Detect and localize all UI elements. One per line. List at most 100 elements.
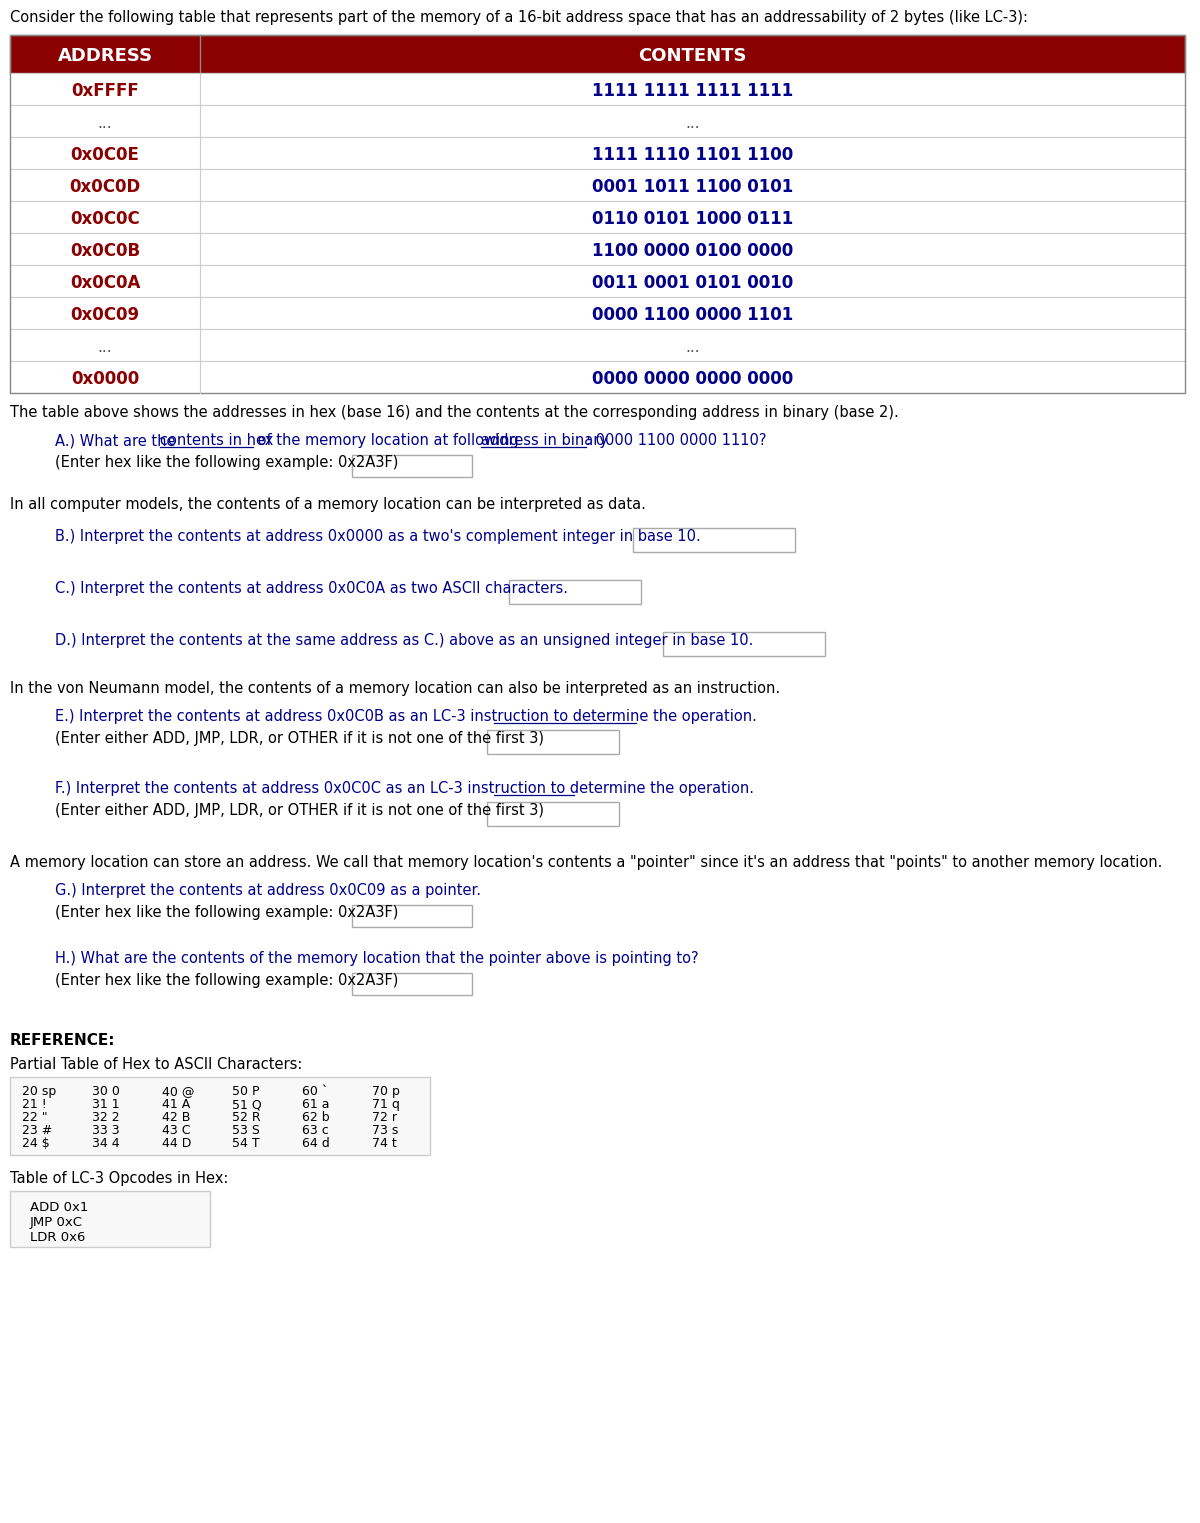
Text: 50 P: 50 P bbox=[232, 1084, 259, 1098]
Bar bbox=[509, 580, 641, 605]
Text: 52 R: 52 R bbox=[232, 1110, 260, 1124]
Text: 51 Q: 51 Q bbox=[232, 1098, 262, 1110]
Text: In all computer models, the contents of a memory location can be interpreted as : In all computer models, the contents of … bbox=[10, 496, 646, 512]
Text: address in binary: address in binary bbox=[481, 433, 608, 448]
Text: 32 2: 32 2 bbox=[92, 1110, 120, 1124]
Text: 64 d: 64 d bbox=[302, 1138, 330, 1150]
Text: 60 `: 60 ` bbox=[302, 1084, 328, 1098]
Text: A.) What are the: A.) What are the bbox=[55, 433, 180, 448]
Text: F.) Interpret the contents at address 0x0C0C as an LC-3 instruction to determine: F.) Interpret the contents at address 0x… bbox=[55, 781, 754, 797]
Text: 0x0C0C: 0x0C0C bbox=[70, 210, 140, 228]
Text: 71 q: 71 q bbox=[372, 1098, 400, 1110]
Text: In the von Neumann model, the contents of a memory location can also be interpre: In the von Neumann model, the contents o… bbox=[10, 681, 780, 696]
Text: 1100 0000 0100 0000: 1100 0000 0100 0000 bbox=[592, 242, 793, 260]
Bar bbox=[352, 973, 472, 995]
Bar bbox=[634, 528, 796, 551]
Text: of the memory location at following: of the memory location at following bbox=[253, 433, 523, 448]
Text: 0000 0000 0000 0000: 0000 0000 0000 0000 bbox=[592, 370, 793, 388]
Bar bbox=[487, 730, 619, 754]
Bar bbox=[10, 329, 1186, 361]
Text: 1111 1111 1111 1111: 1111 1111 1111 1111 bbox=[592, 82, 793, 101]
Text: ADD 0x1: ADD 0x1 bbox=[30, 1202, 89, 1214]
Text: 0x0C0E: 0x0C0E bbox=[71, 146, 139, 164]
Text: REFERENCE:: REFERENCE: bbox=[10, 1033, 115, 1048]
Text: CONTENTS: CONTENTS bbox=[638, 47, 746, 65]
Bar bbox=[10, 265, 1186, 297]
Text: ...: ... bbox=[97, 340, 113, 355]
Text: The table above shows the addresses in hex (base 16) and the contents at the cor: The table above shows the addresses in h… bbox=[10, 405, 899, 420]
Text: (Enter hex like the following example: 0x2A3F): (Enter hex like the following example: 0… bbox=[55, 455, 398, 471]
Bar bbox=[10, 297, 1186, 329]
Text: 0x0C0D: 0x0C0D bbox=[70, 178, 140, 196]
Text: 22 ": 22 " bbox=[22, 1110, 48, 1124]
Bar bbox=[662, 632, 826, 656]
Text: ADDRESS: ADDRESS bbox=[58, 47, 152, 65]
Text: 0x0C0A: 0x0C0A bbox=[70, 274, 140, 292]
Text: 31 1: 31 1 bbox=[92, 1098, 120, 1110]
Text: 20 sp: 20 sp bbox=[22, 1084, 56, 1098]
Text: 62 b: 62 b bbox=[302, 1110, 330, 1124]
Text: A memory location can store an address. We call that memory location's contents : A memory location can store an address. … bbox=[10, 854, 1163, 870]
Bar bbox=[10, 1077, 430, 1154]
Text: 72 r: 72 r bbox=[372, 1110, 397, 1124]
Text: 23 #: 23 # bbox=[22, 1124, 53, 1138]
Bar bbox=[352, 455, 472, 477]
Text: 0000 1100 0000 1101: 0000 1100 0000 1101 bbox=[592, 306, 793, 324]
Text: 33 3: 33 3 bbox=[92, 1124, 120, 1138]
Text: ...: ... bbox=[685, 116, 700, 131]
Text: (Enter either ADD, JMP, LDR, or OTHER if it is not one of the first 3): (Enter either ADD, JMP, LDR, or OTHER if… bbox=[55, 803, 544, 818]
Text: 21 !: 21 ! bbox=[22, 1098, 47, 1110]
Bar bbox=[10, 1191, 210, 1247]
Text: 0001 1011 1100 0101: 0001 1011 1100 0101 bbox=[592, 178, 793, 196]
Text: 61 a: 61 a bbox=[302, 1098, 330, 1110]
Text: JMP 0xC: JMP 0xC bbox=[30, 1215, 83, 1229]
Bar bbox=[487, 803, 619, 825]
Text: E.) Interpret the contents at address 0x0C0B as an LC-3 instruction to determine: E.) Interpret the contents at address 0x… bbox=[55, 710, 757, 723]
Text: 0xFFFF: 0xFFFF bbox=[71, 82, 139, 101]
Text: 0110 0101 1000 0111: 0110 0101 1000 0111 bbox=[592, 210, 793, 228]
Text: G.) Interpret the contents at address 0x0C09 as a pointer.: G.) Interpret the contents at address 0x… bbox=[55, 883, 481, 899]
Text: D.) Interpret the contents at the same address as C.) above as an unsigned integ: D.) Interpret the contents at the same a… bbox=[55, 634, 754, 647]
Bar bbox=[10, 137, 1186, 169]
Text: 24 $: 24 $ bbox=[22, 1138, 49, 1150]
Text: 42 B: 42 B bbox=[162, 1110, 191, 1124]
Text: 63 c: 63 c bbox=[302, 1124, 329, 1138]
Text: 0x0000: 0x0000 bbox=[71, 370, 139, 388]
Text: 70 p: 70 p bbox=[372, 1084, 400, 1098]
Text: 43 C: 43 C bbox=[162, 1124, 191, 1138]
Text: 0x0C0B: 0x0C0B bbox=[70, 242, 140, 260]
Text: H.) What are the contents of the memory location that the pointer above is point: H.) What are the contents of the memory … bbox=[55, 950, 698, 966]
Text: LDR 0x6: LDR 0x6 bbox=[30, 1231, 85, 1244]
Text: 41 A: 41 A bbox=[162, 1098, 191, 1110]
Text: contents in hex: contents in hex bbox=[160, 433, 274, 448]
Text: 44 D: 44 D bbox=[162, 1138, 191, 1150]
Text: C.) Interpret the contents at address 0x0C0A as two ASCII characters.: C.) Interpret the contents at address 0x… bbox=[55, 580, 568, 595]
Text: 40 @: 40 @ bbox=[162, 1084, 194, 1098]
Text: Partial Table of Hex to ASCII Characters:: Partial Table of Hex to ASCII Characters… bbox=[10, 1057, 302, 1072]
Text: 0011 0001 0101 0010: 0011 0001 0101 0010 bbox=[592, 274, 793, 292]
Text: 34 4: 34 4 bbox=[92, 1138, 120, 1150]
Bar bbox=[10, 105, 1186, 137]
Text: 1111 1110 1101 1100: 1111 1110 1101 1100 bbox=[592, 146, 793, 164]
Bar bbox=[10, 361, 1186, 393]
Bar bbox=[10, 35, 1186, 393]
Bar bbox=[10, 201, 1186, 233]
Text: 30 0: 30 0 bbox=[92, 1084, 120, 1098]
Text: (Enter hex like the following example: 0x2A3F): (Enter hex like the following example: 0… bbox=[55, 905, 398, 920]
Bar bbox=[10, 35, 1186, 73]
Text: 54 T: 54 T bbox=[232, 1138, 259, 1150]
Text: 73 s: 73 s bbox=[372, 1124, 398, 1138]
Text: (Enter hex like the following example: 0x2A3F): (Enter hex like the following example: 0… bbox=[55, 973, 398, 988]
Bar bbox=[10, 73, 1186, 105]
Bar bbox=[10, 169, 1186, 201]
Text: Consider the following table that represents part of the memory of a 16-bit addr: Consider the following table that repres… bbox=[10, 11, 1028, 24]
Text: : 0000 1100 0000 1110?: : 0000 1100 0000 1110? bbox=[587, 433, 767, 448]
Text: ...: ... bbox=[685, 340, 700, 355]
Text: 53 S: 53 S bbox=[232, 1124, 260, 1138]
Text: ...: ... bbox=[97, 116, 113, 131]
Bar bbox=[10, 233, 1186, 265]
Text: (Enter either ADD, JMP, LDR, or OTHER if it is not one of the first 3): (Enter either ADD, JMP, LDR, or OTHER if… bbox=[55, 731, 544, 746]
Text: Table of LC-3 Opcodes in Hex:: Table of LC-3 Opcodes in Hex: bbox=[10, 1171, 228, 1186]
Bar bbox=[352, 905, 472, 928]
Text: 74 t: 74 t bbox=[372, 1138, 397, 1150]
